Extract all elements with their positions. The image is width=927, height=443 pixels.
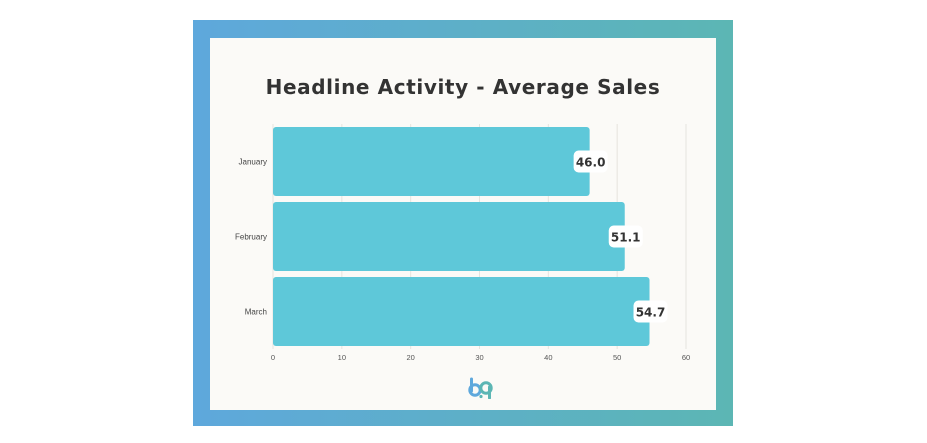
gradient-frame: Headline Activity - Average Sales Januar… — [193, 20, 733, 426]
bar-march — [273, 277, 650, 346]
x-tick-label-10: 10 — [338, 353, 346, 362]
x-tick-label-40: 40 — [544, 353, 552, 362]
data-label-january: 46.0 — [576, 156, 606, 170]
x-tick-label-30: 30 — [475, 353, 483, 362]
x-tick-label-0: 0 — [271, 353, 275, 362]
bp-logo-icon — [468, 377, 493, 399]
chart-card: Headline Activity - Average Sales Januar… — [210, 38, 716, 410]
data-label-box-january — [573, 150, 608, 173]
x-tick-label-50: 50 — [613, 353, 621, 362]
data-label-box-march — [633, 300, 668, 323]
data-label-february: 51.1 — [611, 231, 641, 245]
bar-chart: January 46.0 February 51.1 March 54.7 0 10 20 30 4… — [235, 124, 690, 362]
bar-february — [273, 202, 625, 271]
category-label-march: March — [245, 308, 267, 317]
x-tick-label-60: 60 — [682, 353, 690, 362]
chart-title: Headline Activity - Average Sales — [265, 75, 661, 99]
bar-january — [273, 127, 590, 196]
category-label-january: January — [239, 158, 267, 167]
x-tick-label-20: 20 — [406, 353, 414, 362]
data-label-box-february — [608, 225, 643, 248]
data-label-march: 54.7 — [636, 306, 666, 320]
category-label-february: February — [235, 233, 267, 242]
